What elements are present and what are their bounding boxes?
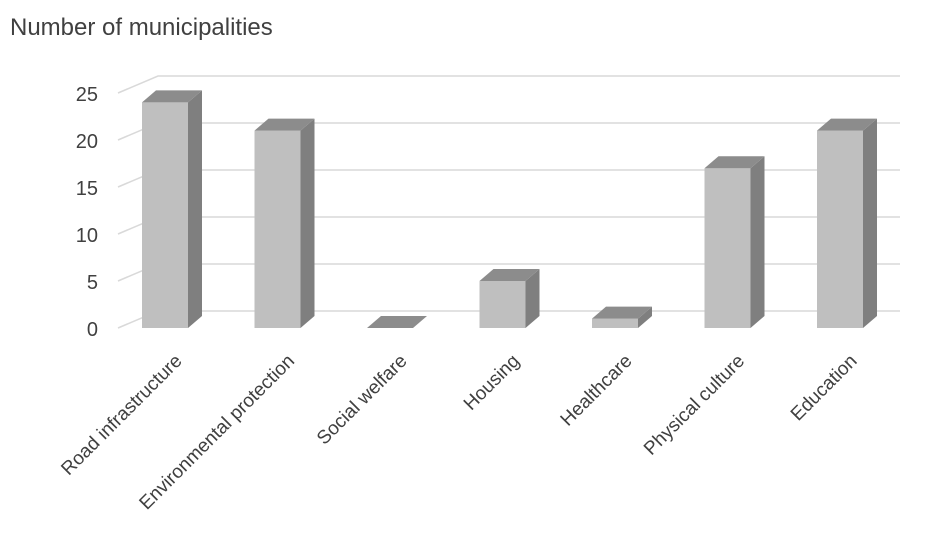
gridline bbox=[117, 216, 900, 235]
gridline bbox=[117, 75, 900, 94]
x-tick-label: Education bbox=[787, 351, 862, 426]
x-tick-label: Housing bbox=[460, 351, 524, 415]
bar-front bbox=[142, 102, 188, 329]
y-tick-label: 10 bbox=[76, 225, 98, 247]
bar-side bbox=[863, 118, 877, 328]
bar bbox=[254, 118, 315, 328]
x-tick-label: Physical culture bbox=[640, 351, 749, 460]
bar bbox=[479, 269, 540, 328]
y-tick-label: 20 bbox=[76, 131, 98, 153]
y-axis-ticks: 0 5 10 15 20 25 bbox=[76, 84, 98, 341]
bar-side bbox=[188, 90, 202, 329]
bar bbox=[367, 316, 427, 328]
x-tick-label: Road infrastructure bbox=[57, 351, 186, 480]
bar bbox=[592, 306, 652, 328]
bar bbox=[704, 156, 765, 328]
y-tick-label: 5 bbox=[87, 272, 98, 294]
gridline bbox=[117, 122, 900, 141]
bar-side bbox=[750, 156, 765, 328]
chart-title: Number of municipalities bbox=[10, 14, 273, 41]
bar-front bbox=[254, 130, 301, 328]
bar bbox=[142, 90, 202, 329]
bar-side bbox=[525, 269, 540, 328]
bar-top bbox=[592, 306, 652, 319]
y-tick-label: 25 bbox=[76, 84, 98, 106]
bar-front bbox=[592, 318, 638, 328]
bar-top bbox=[254, 118, 315, 131]
bar-top bbox=[704, 156, 765, 169]
x-tick-label: Healthcare bbox=[557, 351, 637, 431]
bar-front bbox=[479, 281, 526, 328]
x-tick-label: Social welfare bbox=[313, 351, 411, 449]
gridline bbox=[117, 169, 900, 188]
bar bbox=[817, 118, 877, 328]
bar-side bbox=[638, 306, 652, 328]
y-tick-label: 15 bbox=[76, 178, 98, 200]
bar-front bbox=[817, 130, 863, 328]
bar-top bbox=[479, 269, 540, 281]
bars bbox=[142, 90, 877, 329]
y-tick-label: 0 bbox=[87, 319, 98, 341]
bar-side bbox=[300, 118, 315, 328]
bar-top bbox=[817, 118, 877, 131]
bar-top bbox=[142, 90, 202, 103]
bar-top bbox=[367, 316, 427, 328]
bar-front bbox=[704, 168, 751, 328]
